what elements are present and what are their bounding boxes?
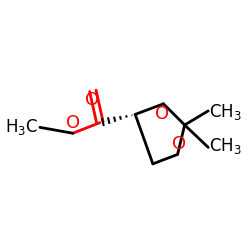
Text: CH$_3$: CH$_3$ [210, 136, 242, 156]
Text: H$_3$C: H$_3$C [6, 117, 39, 137]
Text: O: O [155, 105, 169, 123]
Text: O: O [172, 135, 186, 153]
Text: O: O [66, 114, 80, 132]
Text: CH$_3$: CH$_3$ [210, 102, 242, 122]
Text: O: O [84, 91, 99, 109]
